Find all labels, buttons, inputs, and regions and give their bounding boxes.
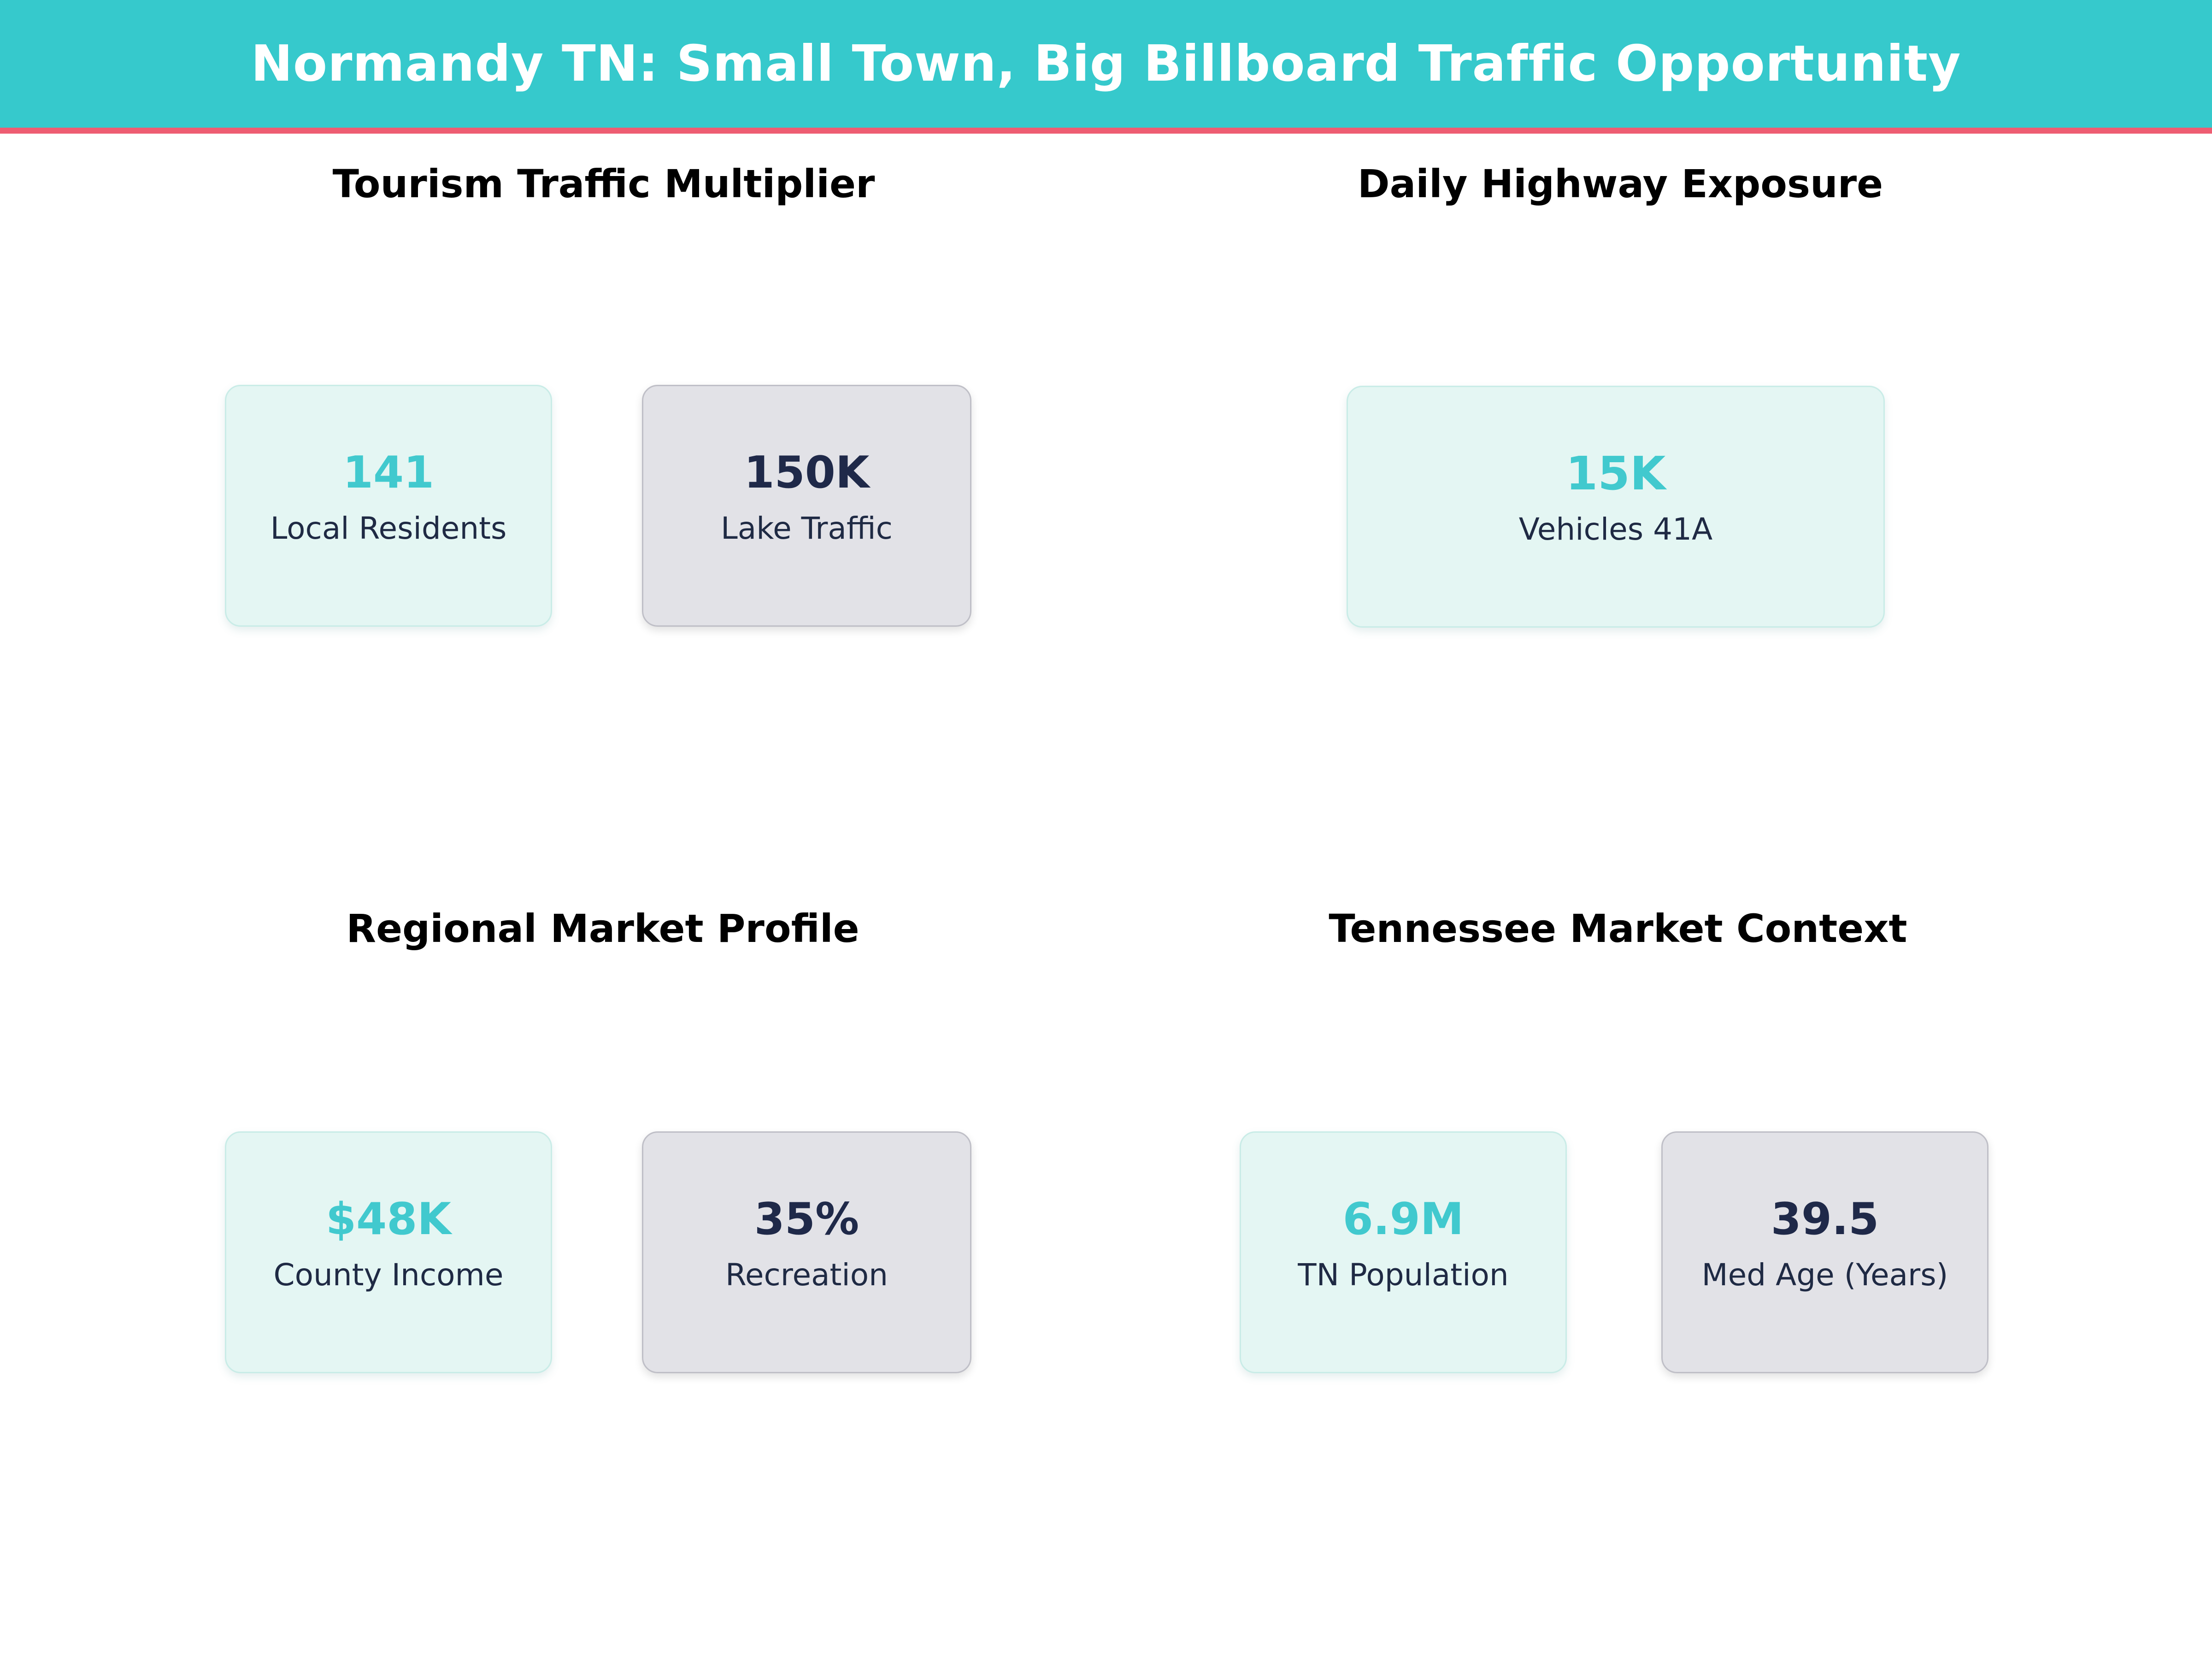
stat-card-local-residents: 141 Local Residents [225,385,552,627]
stat-label: Lake Traffic [721,511,893,546]
stat-card-med-age: 39.5 Med Age (Years) [1661,1131,1988,1373]
stat-label: Med Age (Years) [1701,1257,1948,1293]
header-banner: Normandy TN: Small Town, Big Billboard T… [0,0,2212,134]
section-title-regional-market-profile: Regional Market Profile [346,906,859,951]
stat-value: 150K [744,447,870,498]
stat-value: 15K [1565,447,1666,500]
section-title-tourism-traffic-multiplier: Tourism Traffic Multiplier [332,161,875,206]
stat-card-recreation: 35% Recreation [642,1131,971,1373]
stat-label: Recreation [725,1257,888,1293]
stat-label: Vehicles 41A [1518,512,1713,547]
stat-value: 141 [342,447,435,498]
stat-value: 39.5 [1771,1194,1879,1245]
page-title: Normandy TN: Small Town, Big Billboard T… [251,35,1961,93]
stat-card-vehicles-41a: 15K Vehicles 41A [1347,386,1885,628]
stat-label: County Income [273,1257,504,1293]
section-title-tennessee-market-context: Tennessee Market Context [1329,906,1907,951]
stat-card-county-income: $48K County Income [225,1131,552,1373]
stat-card-tn-population: 6.9M TN Population [1240,1131,1567,1373]
stat-value: 35% [754,1194,859,1245]
section-title-daily-highway-exposure: Daily Highway Exposure [1357,161,1883,206]
stat-card-lake-traffic: 150K Lake Traffic [642,385,971,627]
stat-value: 6.9M [1342,1194,1464,1245]
stat-value: $48K [326,1194,451,1245]
stat-label: TN Population [1298,1257,1509,1293]
stat-label: Local Residents [270,511,507,546]
